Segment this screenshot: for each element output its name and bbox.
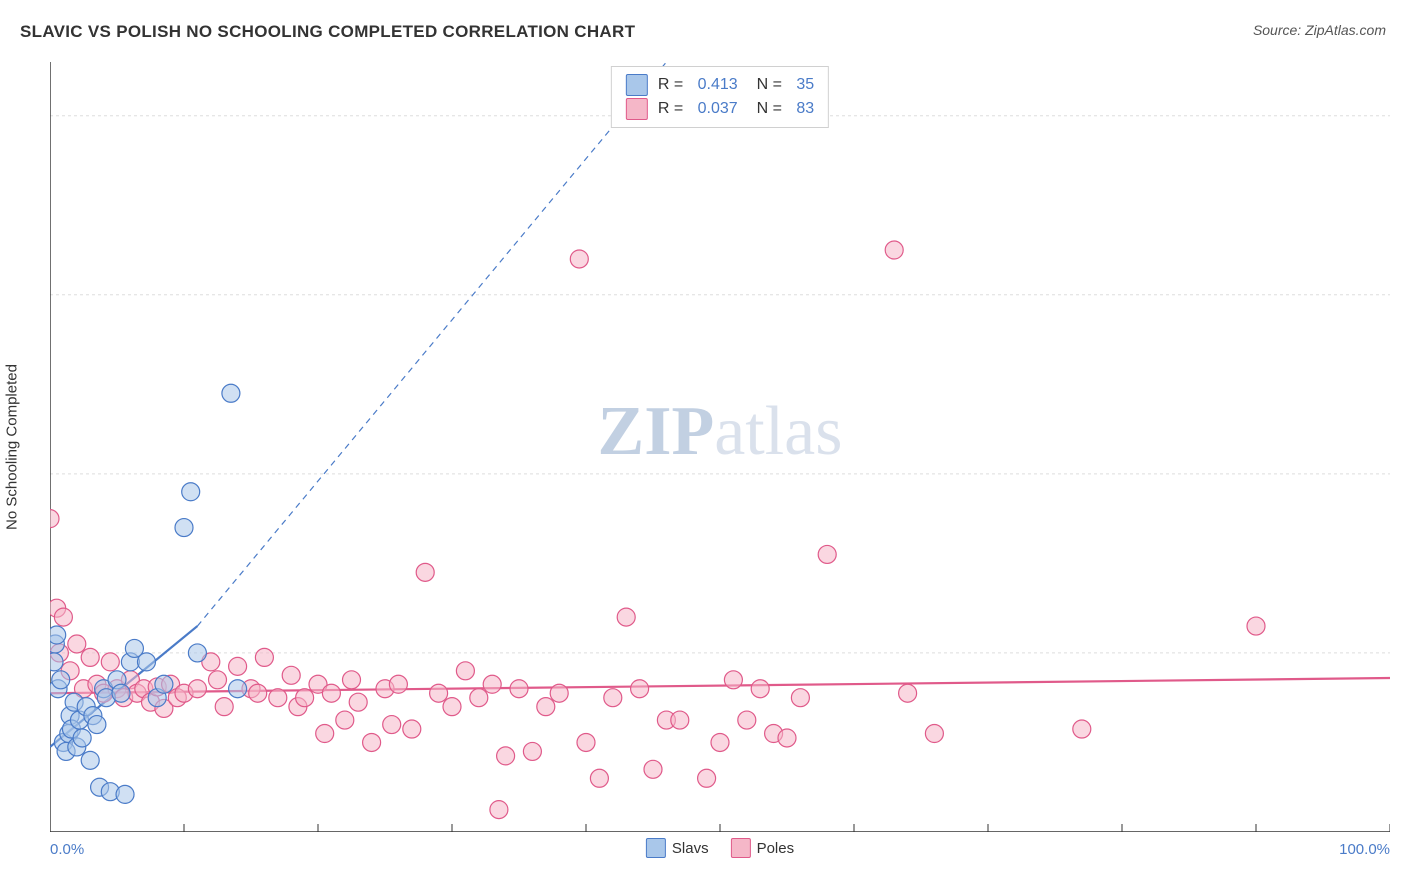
legend-item: Poles xyxy=(731,838,795,858)
scatter-plot xyxy=(50,62,1390,832)
correlation-stats-box: R = 0.413 N = 35R = 0.037 N = 83 xyxy=(611,66,829,128)
x-axis-min-label: 0.0% xyxy=(50,841,84,858)
series-legend: Slavs Poles xyxy=(646,838,794,858)
legend-item: Slavs xyxy=(646,838,709,858)
stats-row: R = 0.413 N = 35 xyxy=(626,73,814,97)
y-axis-label: No Schooling Completed xyxy=(4,364,21,530)
chart-title: SLAVIC VS POLISH NO SCHOOLING COMPLETED … xyxy=(20,22,635,41)
chart-area: No Schooling Completed ZIPatlas R = 0.41… xyxy=(50,62,1390,832)
x-axis-max-label: 100.0% xyxy=(1339,841,1390,858)
stats-row: R = 0.037 N = 83 xyxy=(626,97,814,121)
source-attribution: Source: ZipAtlas.com xyxy=(1253,22,1386,38)
